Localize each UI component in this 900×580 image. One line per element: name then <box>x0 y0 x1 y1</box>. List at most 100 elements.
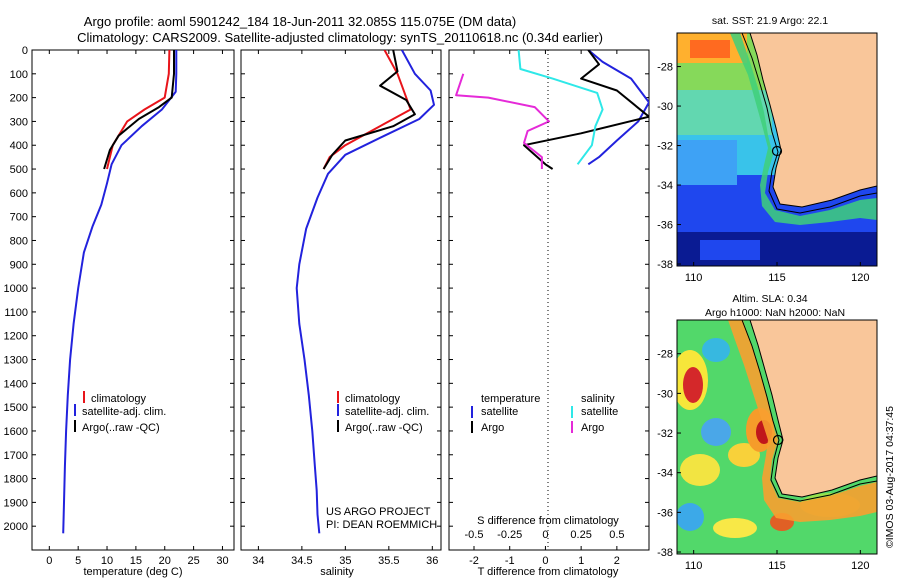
sst-map <box>676 32 878 267</box>
series-line-temperature-argo <box>523 50 649 170</box>
y-tick-label: 200 <box>10 93 28 105</box>
legend-argo: Argo(..raw -QC) <box>345 422 423 434</box>
top-tick-label: 0 <box>542 529 548 541</box>
argo-location-marker <box>772 434 784 446</box>
map-x-tick-label: 120 <box>851 560 869 572</box>
map-y-tick-label: -28 <box>657 62 673 74</box>
y-tick-label: 1300 <box>4 355 28 367</box>
legend-sal-argo: Argo <box>581 422 604 434</box>
sla-map <box>676 319 878 555</box>
map-x-tick-label: 115 <box>768 272 786 284</box>
map-x-tick-label: 120 <box>851 272 869 284</box>
profile-lines <box>62 50 649 534</box>
legend-satellite-adj: satellite-adj. clim. <box>345 406 429 418</box>
series-line-argo-raw-qc- <box>322 50 416 170</box>
y-tick-label: 500 <box>10 164 28 176</box>
top-tick-label: -0.25 <box>497 529 522 541</box>
map-axis-ticks: 110 115 120 -28 -30 -32 -34 -36 -38 110 115 120 -28 -… <box>657 62 869 572</box>
tdiff-xlabel: T difference from climatology <box>478 566 619 578</box>
salinity-legend: climatology satellite-adj. clim. Argo(..… <box>326 391 437 531</box>
legend-satellite-adj: satellite-adj. clim. <box>82 406 166 418</box>
top-tick-label: 0.25 <box>570 529 591 541</box>
temperature-legend: climatology satellite-adj. clim. Argo(..… <box>74 391 166 434</box>
legend-salinity-header: salinity <box>581 393 615 405</box>
map-y-tick-label: -36 <box>657 220 673 232</box>
x-tick-label: 1 <box>578 555 584 567</box>
x-tick-label: 0 <box>542 555 548 567</box>
x-tick-label: 35 <box>339 555 351 567</box>
map-y-tick-label: -28 <box>657 349 673 361</box>
x-tick-label: 10 <box>101 555 113 567</box>
axis-ticks: 0 5 10 15 20 25 300100200300400500600700800900… <box>4 45 649 567</box>
map-y-tick-label: -38 <box>657 259 673 271</box>
legend-climatology: climatology <box>91 393 147 405</box>
top-tick-label: 0.5 <box>609 529 624 541</box>
y-tick-label: 900 <box>10 259 28 271</box>
y-tick-label: 600 <box>10 188 28 200</box>
salinity-panel <box>240 49 442 551</box>
x-tick-label: 34.5 <box>291 555 312 567</box>
map-y-tick-label: -34 <box>657 468 673 480</box>
sla-map-title-line2: Argo h1000: NaN h2000: NaN <box>705 307 845 319</box>
x-tick-label: 20 <box>159 555 171 567</box>
series-line-salinity-satellite <box>517 50 604 165</box>
y-tick-label: 1200 <box>4 331 28 343</box>
y-tick-label: 1400 <box>4 378 28 390</box>
project-line1: US ARGO PROJECT <box>326 506 431 518</box>
map-x-tick-label: 115 <box>768 560 786 572</box>
difference-legend: temperature salinity satellite Argo sate… <box>471 393 618 434</box>
x-tick-label: 36 <box>426 555 438 567</box>
y-tick-label: 700 <box>10 212 28 224</box>
y-tick-label: 400 <box>10 140 28 152</box>
sdiff-label: S difference from climatology <box>477 515 619 527</box>
y-tick-label: 1900 <box>4 497 28 509</box>
legend-sal-satellite: satellite <box>581 406 618 418</box>
y-tick-label: 100 <box>10 69 28 81</box>
legend-temp-argo: Argo <box>481 422 504 434</box>
map-y-tick-label: -34 <box>657 180 673 192</box>
y-tick-label: 1500 <box>4 402 28 414</box>
map-y-tick-label: -38 <box>657 547 673 559</box>
series-line-satellite-adj-clim- <box>62 50 178 534</box>
x-tick-label: -2 <box>469 555 479 567</box>
x-tick-label: 25 <box>187 555 199 567</box>
map-x-tick-label: 110 <box>685 560 703 572</box>
x-tick-label: 30 <box>216 555 228 567</box>
map-y-tick-label: -32 <box>657 141 673 153</box>
x-tick-label: 0 <box>46 555 52 567</box>
series-line-salinity-argo <box>455 73 550 169</box>
y-tick-label: 1600 <box>4 426 28 438</box>
temperature-xlabel: temperature (deg C) <box>83 566 182 578</box>
map-x-tick-label: 110 <box>685 272 703 284</box>
x-tick-label: 15 <box>130 555 142 567</box>
legend-climatology: climatology <box>345 393 401 405</box>
legend-argo: Argo(..raw -QC) <box>82 422 160 434</box>
figure-title-line2: Climatology: CARS2009. Satellite-adjuste… <box>77 30 603 45</box>
series-line-argo-raw-qc- <box>103 50 175 170</box>
x-tick-label: 5 <box>75 555 81 567</box>
series-line-temperature-satellite <box>587 50 649 166</box>
series-line-satellite-adj-clim- <box>295 50 435 534</box>
sla-map-title-line1: Altim. SLA: 0.34 <box>732 293 807 305</box>
salinity-xlabel: salinity <box>320 566 354 578</box>
x-tick-label: -1 <box>505 555 515 567</box>
project-line2: PI: DEAN ROEMMICH <box>326 519 437 531</box>
imos-credit: ©IMOS 03-Aug-2017 04:37:45 <box>884 406 896 548</box>
temperature-panel <box>31 49 235 551</box>
argo-location-marker <box>771 145 783 157</box>
legend-temp-satellite: satellite <box>481 406 518 418</box>
y-tick-label: 0 <box>22 45 28 57</box>
y-tick-label: 2000 <box>4 521 28 533</box>
difference-panel <box>448 49 650 551</box>
y-tick-label: 1100 <box>4 307 28 319</box>
figure-title-line1: Argo profile: aoml 5901242_184 18-Jun-20… <box>84 14 516 29</box>
y-tick-label: 800 <box>10 235 28 247</box>
top-tick-label: -0.5 <box>465 529 484 541</box>
x-tick-label: 35.5 <box>378 555 399 567</box>
legend-temperature-header: temperature <box>481 393 540 405</box>
series-line-climatology <box>106 50 171 170</box>
map-y-tick-label: -30 <box>657 101 673 113</box>
map-y-tick-label: -32 <box>657 428 673 440</box>
sst-map-title: sat. SST: 21.9 Argo: 22.1 <box>712 15 828 27</box>
